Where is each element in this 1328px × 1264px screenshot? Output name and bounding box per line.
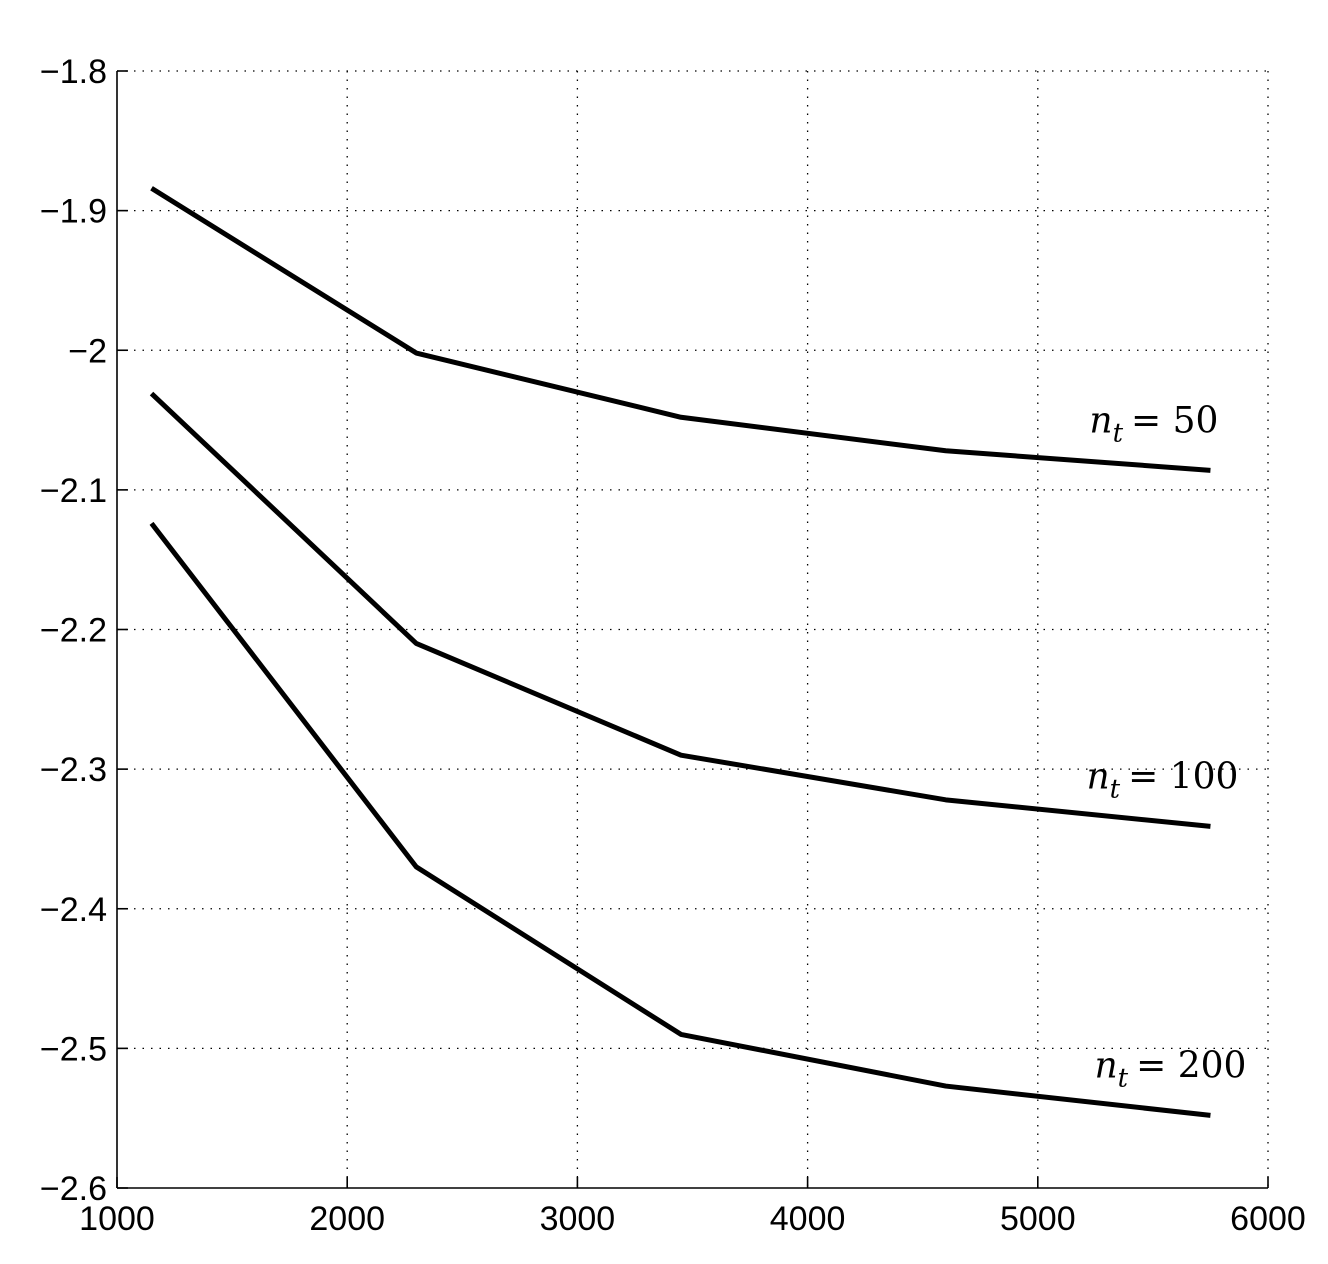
series-line: [149, 391, 1211, 829]
y-tick-label: −1.9: [40, 193, 107, 231]
series-label-var: n: [1094, 1045, 1117, 1086]
y-tick-label: −2.2: [40, 612, 107, 650]
x-tick-label: 6000: [1230, 1200, 1306, 1238]
series-label-subscript: t: [1110, 774, 1121, 804]
y-tick-label: −2: [68, 332, 107, 370]
series-label-var: n: [1086, 756, 1109, 797]
series-label-value: = 200: [1136, 1045, 1246, 1086]
x-tick-label: 1000: [79, 1200, 155, 1238]
series-label-value: = 50: [1131, 400, 1218, 441]
y-tick-labels: −1.8 −1.9 −2 −2.1 −2.2 −2.3 −2.4 −2.5 −2.6: [40, 53, 107, 1208]
series-label: nt = 50: [1089, 400, 1218, 448]
tick-marks: [116, 70, 1269, 1189]
y-tick-label: −2.5: [40, 1030, 107, 1068]
series-line: [150, 186, 1211, 473]
x-tick-label: 3000: [540, 1200, 616, 1238]
y-tick-label: −2.4: [40, 891, 107, 929]
y-tick-label: −1.8: [40, 53, 107, 91]
series-label-subscript: t: [1118, 1063, 1129, 1093]
y-tick-label: −2.1: [40, 472, 107, 510]
series-line: [149, 521, 1211, 1118]
series-label-value: = 100: [1128, 756, 1238, 797]
grid: [117, 70, 1269, 1188]
x-tick-label: 5000: [1000, 1200, 1076, 1238]
series-label-var: n: [1089, 400, 1112, 441]
series-label-subscript: t: [1113, 418, 1124, 448]
series-label: nt = 100: [1086, 756, 1238, 804]
y-tick-label: −2.3: [40, 751, 107, 789]
x-tick-labels: 1000 2000 3000 4000 5000 6000: [79, 1200, 1306, 1238]
x-tick-label: 4000: [770, 1200, 846, 1238]
series-lines: [149, 186, 1211, 1118]
series-label: nt = 200: [1094, 1045, 1246, 1093]
x-tick-label: 2000: [309, 1200, 385, 1238]
y-tick-label: −2.6: [40, 1170, 107, 1208]
